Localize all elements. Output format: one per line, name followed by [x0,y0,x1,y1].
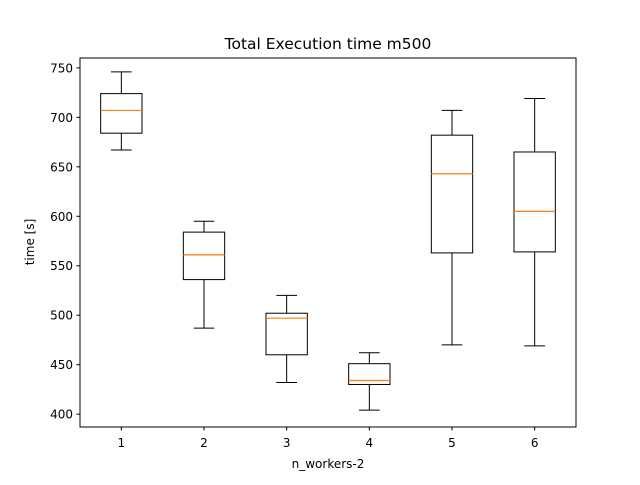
box-iqr [100,93,143,134]
x-tick-label: 3 [283,436,291,450]
axes-frame [79,57,577,428]
box-iqr [348,363,391,385]
y-tick-label: 550 [50,259,73,273]
y-tick-label: 400 [50,408,73,422]
y-axis-label: time [s] [23,219,37,266]
box-iqr [182,231,226,281]
x-tick-label: 5 [448,436,456,450]
box-iqr [430,134,474,254]
box-iqr [265,312,308,356]
y-tick-label: 750 [50,61,73,75]
plot-area: 400 450 500 550 600 650 700 750 1 2 3 4 5 6 [50,61,556,450]
y-tick-label: 700 [50,111,73,125]
y-tick-label: 650 [50,160,73,174]
y-tick-label: 450 [50,358,73,372]
x-tick-label: 1 [118,436,126,450]
x-tick-label: 4 [366,436,374,450]
y-tick-label: 500 [50,309,73,323]
chart-title: Total Execution time m500 [224,35,432,53]
x-axis-label: n_workers-2 [292,457,365,471]
y-tick-label: 600 [50,210,73,224]
x-tick-label: 6 [531,436,539,450]
box-iqr [513,151,556,253]
x-tick-label: 2 [200,436,208,450]
